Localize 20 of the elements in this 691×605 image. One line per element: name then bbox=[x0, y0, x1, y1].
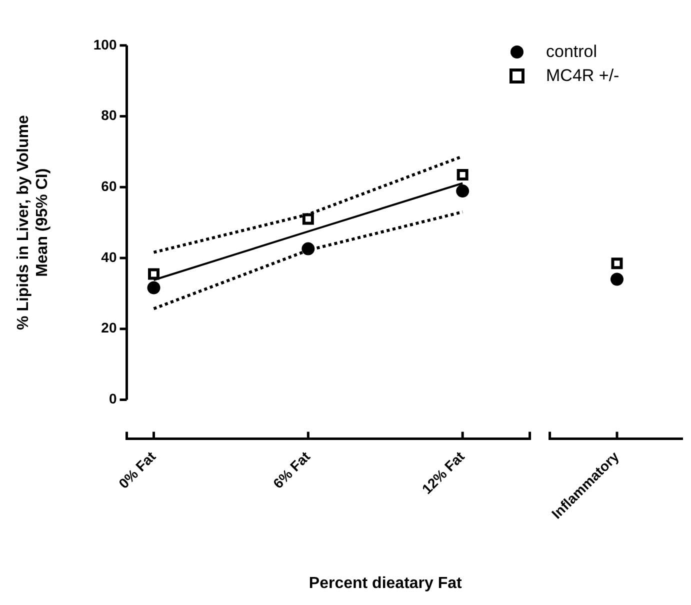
point bbox=[302, 242, 315, 256]
point bbox=[456, 184, 470, 198]
y-tick-label: 80 bbox=[101, 107, 117, 124]
y-tick-label: 0 bbox=[108, 390, 117, 407]
y-tick-label: 100 bbox=[93, 36, 117, 52]
y-tick-label: 60 bbox=[101, 178, 117, 194]
y-axis-title: % Lipids in Liver, by Volume Mean (95% CI) bbox=[15, 115, 52, 330]
point bbox=[456, 169, 468, 180]
legend-label: control bbox=[546, 42, 598, 62]
y-tick-label: 40 bbox=[101, 248, 117, 265]
point bbox=[610, 272, 624, 286]
x-axis-title: Percent dieatary Fat bbox=[308, 574, 463, 592]
point bbox=[611, 258, 623, 270]
y-tick-label: 20 bbox=[101, 320, 117, 336]
point bbox=[147, 281, 160, 294]
x-tick-label: 0% Fat bbox=[115, 448, 159, 492]
point bbox=[148, 268, 160, 280]
point bbox=[302, 213, 314, 225]
legend-label: MC4R +/- bbox=[546, 66, 620, 86]
x-tick-label: 6% Fat bbox=[270, 448, 314, 492]
